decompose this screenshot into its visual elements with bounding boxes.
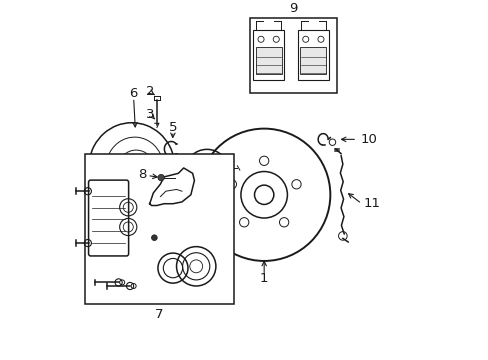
Text: 5: 5 bbox=[168, 121, 177, 134]
Bar bbox=[249, 18, 337, 93]
Text: 10: 10 bbox=[360, 133, 377, 146]
Text: 2: 2 bbox=[146, 85, 154, 98]
Text: 3: 3 bbox=[146, 108, 154, 121]
Text: 9: 9 bbox=[289, 2, 297, 15]
Text: 6: 6 bbox=[129, 87, 138, 100]
Bar bbox=[300, 47, 326, 74]
Circle shape bbox=[158, 174, 164, 181]
Text: 7: 7 bbox=[155, 308, 163, 321]
Text: 1: 1 bbox=[260, 272, 268, 285]
Bar bbox=[253, 30, 283, 80]
Text: 11: 11 bbox=[363, 197, 380, 210]
Text: 4: 4 bbox=[174, 189, 182, 202]
Bar bbox=[85, 154, 233, 304]
Text: 8: 8 bbox=[138, 168, 146, 181]
FancyBboxPatch shape bbox=[88, 180, 128, 256]
Circle shape bbox=[151, 235, 157, 240]
Bar bbox=[255, 47, 281, 74]
Bar bbox=[298, 30, 328, 80]
